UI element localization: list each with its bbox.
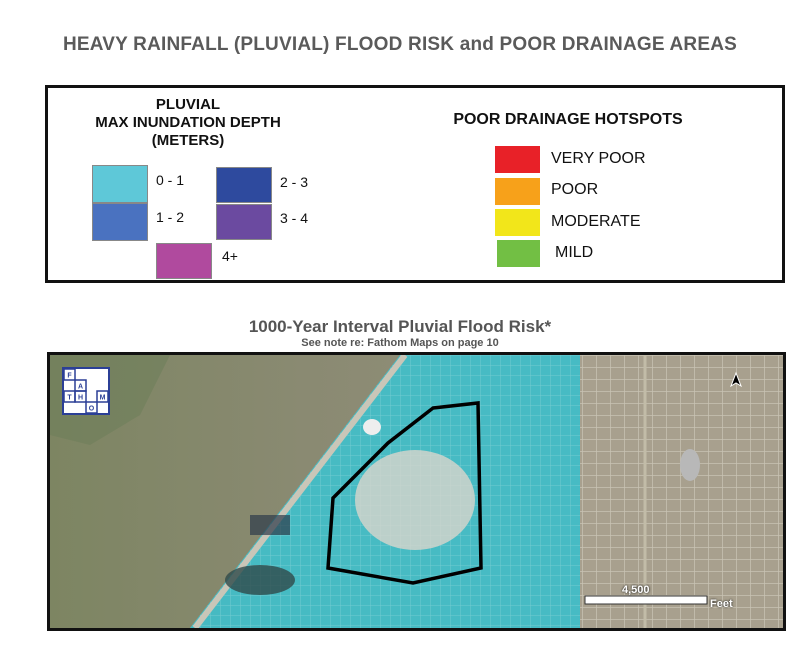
scale-unit: Feet: [710, 598, 733, 610]
dome: [363, 419, 381, 435]
swatch-depth-0-1: [92, 165, 148, 203]
heading-line: MAX INUNDATION DEPTH: [95, 114, 281, 131]
legend-box: PLUVIAL MAX INUNDATION DEPTH (METERS) 0 …: [45, 85, 785, 283]
legend-label: MILD: [555, 244, 594, 261]
svg-text:O: O: [89, 406, 95, 413]
page-title: HEAVY RAINFALL (PLUVIAL) FLOOD RISK and …: [62, 34, 738, 55]
scale-bar: [584, 595, 708, 605]
swatch-depth-2-3: [216, 167, 272, 203]
svg-text:F: F: [67, 373, 72, 380]
svg-text:H: H: [78, 395, 83, 402]
legend-label: 0 - 1: [156, 172, 185, 188]
swatch-moderate: [495, 209, 540, 236]
svg-text:A: A: [78, 384, 83, 391]
svg-text:T: T: [67, 395, 72, 402]
map-subtitle: 1000-Year Interval Pluvial Flood Risk*: [248, 317, 552, 336]
drainage-legend-heading: POOR DRAINAGE HOTSPOTS: [453, 111, 683, 128]
legend-label: 1 - 2: [156, 209, 185, 225]
svg-text:M: M: [100, 395, 106, 402]
swatch-depth-1-2: [92, 203, 148, 241]
parking-lot: [250, 515, 290, 535]
legend-label: 3 - 4: [280, 210, 309, 226]
legend-label: POOR: [551, 181, 599, 198]
swatch-mild: [497, 240, 540, 267]
building-complex: [355, 450, 475, 550]
map-note: See note re: Fathom Maps on page 10: [301, 337, 499, 349]
swatch-depth-3-4: [216, 204, 272, 240]
map-imagery: [50, 355, 783, 628]
scale-value: 4,500: [622, 584, 650, 596]
legend-label: 4+: [222, 248, 238, 264]
pond: [680, 449, 700, 481]
heading-line: (METERS): [151, 132, 225, 149]
study-area-outline: [326, 401, 483, 585]
heading-line: PLUVIAL: [155, 96, 221, 113]
legend-label: MODERATE: [551, 213, 641, 230]
residential-area: [580, 355, 783, 628]
north-arrow-icon: [730, 371, 742, 388]
swatch-depth-4-plus: [156, 243, 212, 279]
lake: [225, 565, 295, 595]
pluvial-legend-heading: PLUVIAL MAX INUNDATION DEPTH (METERS): [78, 96, 298, 150]
swatch-very-poor: [495, 146, 540, 173]
swatch-poor: [495, 178, 540, 205]
legend-label: 2 - 3: [280, 174, 309, 190]
legend-label: VERY POOR: [551, 150, 646, 167]
